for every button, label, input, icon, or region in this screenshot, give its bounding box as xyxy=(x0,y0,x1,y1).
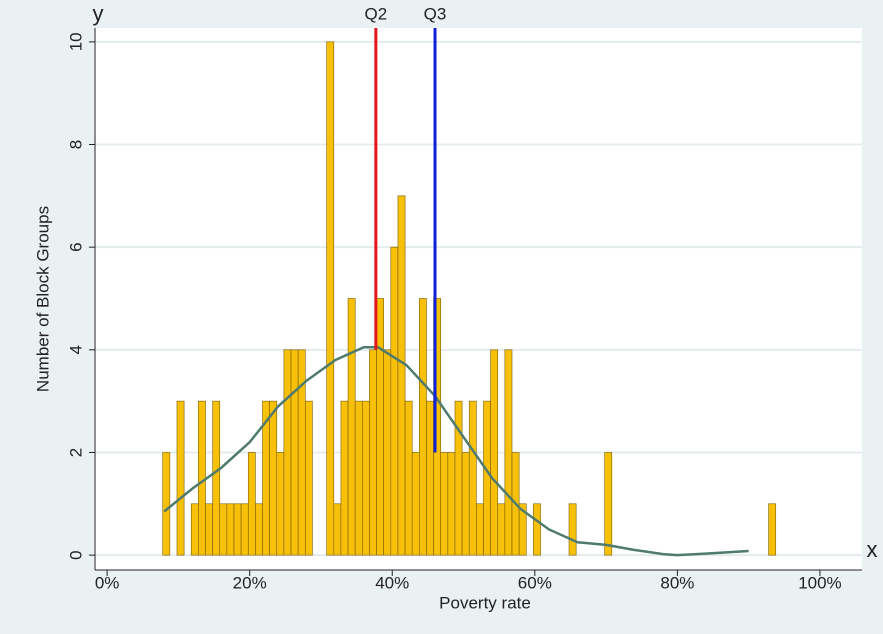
bar xyxy=(297,349,306,556)
bar xyxy=(269,400,278,556)
quartile-label: Q3 xyxy=(424,4,447,23)
bar xyxy=(483,400,491,556)
bar xyxy=(283,349,292,556)
bar xyxy=(369,349,377,556)
bar xyxy=(354,400,363,556)
bar xyxy=(518,503,527,556)
y-axis-letter: y xyxy=(93,1,104,26)
bar xyxy=(504,349,513,556)
bar xyxy=(383,349,392,556)
x-tick-label: 80% xyxy=(660,573,694,592)
bar xyxy=(347,298,356,556)
x-tick-label: 60% xyxy=(518,573,552,592)
bar xyxy=(768,503,777,556)
bar xyxy=(304,400,313,556)
y-tick-label: 4 xyxy=(66,345,85,354)
bar xyxy=(240,503,249,556)
density-curve xyxy=(163,345,749,557)
plot-area xyxy=(95,28,862,570)
bar xyxy=(333,503,342,556)
bar xyxy=(362,400,370,556)
bar xyxy=(490,349,499,556)
y-tick-label: 0 xyxy=(66,550,85,559)
bar xyxy=(426,400,434,556)
bar xyxy=(568,503,577,556)
bar xyxy=(276,452,285,556)
y-tick-label: 10 xyxy=(66,32,85,51)
y-tick-label: 2 xyxy=(66,448,85,457)
bar xyxy=(247,452,256,556)
bar xyxy=(340,400,349,556)
bar xyxy=(212,400,221,556)
bar xyxy=(376,298,384,556)
bar xyxy=(255,503,263,556)
bar xyxy=(326,41,335,556)
bar xyxy=(411,452,420,556)
bar xyxy=(468,400,477,556)
bar xyxy=(461,452,470,556)
bar xyxy=(447,452,456,556)
bar xyxy=(205,503,213,556)
bar xyxy=(390,246,399,556)
bar xyxy=(419,298,427,556)
y-axis-label: Number of Block Groups xyxy=(33,206,52,392)
x-tick-label: 20% xyxy=(233,573,267,592)
bar xyxy=(219,503,228,556)
bar xyxy=(176,400,185,556)
bar xyxy=(497,503,506,556)
bar xyxy=(397,195,406,556)
bar xyxy=(533,503,541,556)
x-tick-label: 40% xyxy=(375,573,409,592)
bar xyxy=(198,400,206,556)
x-tick-label: 100% xyxy=(798,573,841,592)
bar xyxy=(604,452,613,556)
bar xyxy=(162,452,171,556)
bar xyxy=(404,400,413,556)
x-axis-letter: x xyxy=(867,537,878,562)
bar xyxy=(226,503,235,556)
bar xyxy=(440,452,449,556)
y-tick-label: 8 xyxy=(66,140,85,149)
quartile-label: Q2 xyxy=(365,4,388,23)
x-axis-label: Poverty rate xyxy=(439,593,531,612)
bar xyxy=(233,503,242,556)
bar xyxy=(476,503,484,556)
y-tick-label: 6 xyxy=(66,242,85,251)
bar xyxy=(290,349,299,556)
x-tick-label: 0% xyxy=(95,573,120,592)
bar xyxy=(190,503,199,556)
